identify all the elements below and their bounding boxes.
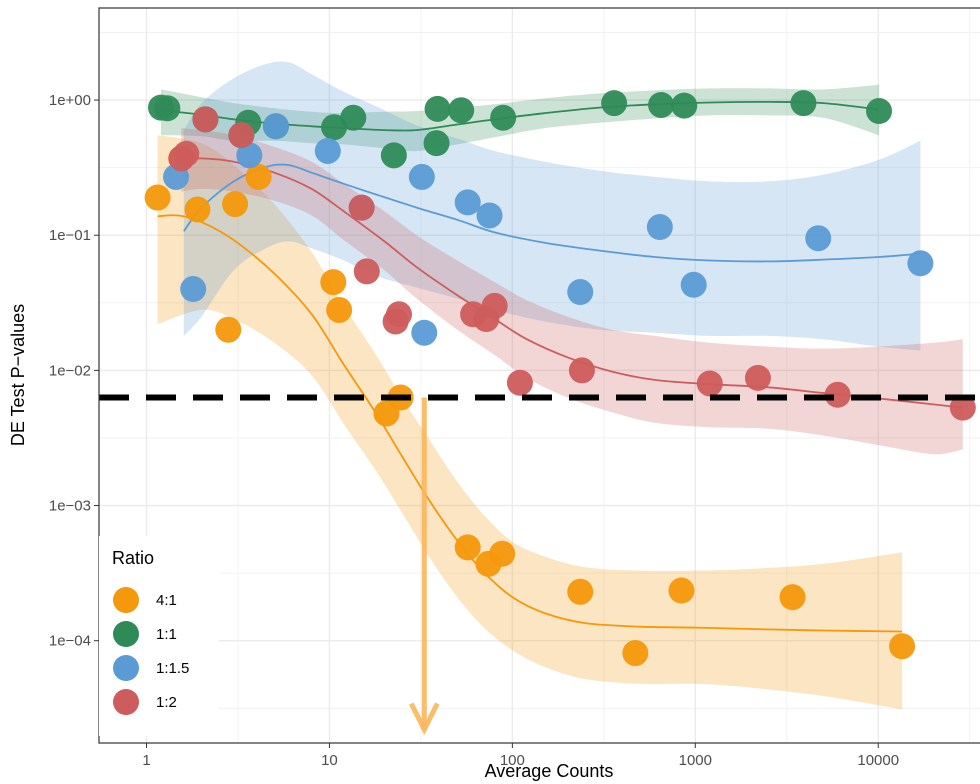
data-point-4-1	[245, 163, 272, 190]
annotation-arrow-head	[409, 702, 440, 736]
data-point-1-2	[949, 394, 976, 421]
confidence-band-1-1-5	[183, 61, 921, 351]
data-point-1-2	[506, 369, 533, 396]
data-point-1-1	[321, 114, 348, 141]
trend-lines	[157, 100, 963, 633]
x-axis-title: Average Counts	[485, 761, 614, 781]
data-point-1-1-5	[805, 225, 832, 252]
y-tick-label: 1e−01	[49, 227, 91, 244]
data-point-4-1	[668, 577, 695, 604]
legend-key	[113, 587, 139, 613]
data-point-1-2	[353, 258, 380, 285]
legend: Ratio 4:1 1:1 1:1.5 1:2	[99, 536, 219, 736]
data-point-1-2	[568, 357, 595, 384]
data-points	[144, 90, 976, 667]
grid-lines	[99, 8, 980, 743]
y-axis-ticks: 1e+00 1e−01 1e−02 1e−03 1e−04	[49, 92, 99, 650]
y-tick-label: 1e+00	[49, 92, 91, 109]
data-point-1-1	[671, 92, 698, 119]
data-point-1-2	[228, 122, 255, 149]
data-point-1-2	[348, 194, 375, 221]
data-point-1-1-5	[180, 276, 207, 303]
data-point-1-1-5	[454, 189, 481, 216]
data-point-1-1	[154, 95, 181, 122]
data-point-1-1	[490, 104, 517, 131]
data-point-4-1	[222, 191, 249, 218]
data-point-4-1	[144, 184, 171, 211]
legend-label: 4:1	[156, 592, 177, 609]
data-point-4-1	[567, 578, 594, 605]
y-tick-label: 1e−03	[49, 498, 91, 515]
data-point-1-1-5	[236, 142, 263, 169]
data-point-1-2	[481, 292, 508, 319]
legend-label: 1:2	[156, 694, 177, 711]
data-point-4-1	[622, 640, 649, 667]
data-point-1-1	[601, 90, 628, 117]
x-tick-label: 1	[142, 752, 150, 769]
legend-key	[113, 689, 139, 715]
data-point-1-1-5	[476, 202, 503, 229]
y-tick-label: 1e−02	[49, 362, 91, 379]
data-point-1-1	[340, 104, 367, 131]
data-point-1-1-5	[680, 271, 707, 298]
trend-line-1-2	[181, 157, 963, 409]
data-point-1-2	[173, 140, 200, 167]
data-point-1-1-5	[408, 163, 435, 190]
data-point-1-1-5	[567, 279, 594, 306]
x-tick-label: 100	[500, 752, 525, 769]
x-axis-ticks: 1 10 100 1000 10000	[142, 743, 899, 769]
data-point-4-1	[320, 269, 347, 296]
data-point-1-2	[744, 364, 771, 391]
data-point-4-1	[215, 316, 242, 343]
data-point-1-1	[424, 95, 451, 122]
data-point-1-1-5	[314, 137, 341, 164]
trend-line-4-1	[157, 214, 903, 633]
data-point-1-2	[696, 370, 723, 397]
data-point-1-1-5	[907, 250, 934, 277]
y-axis-title: DE Test P−values	[8, 304, 28, 446]
x-tick-label: 10000	[857, 752, 899, 769]
data-point-1-1	[423, 130, 450, 157]
x-tick-label: 1000	[679, 752, 712, 769]
data-point-4-1	[184, 196, 211, 223]
legend-key	[113, 655, 139, 681]
y-tick-label: 1e−04	[49, 633, 91, 650]
data-point-1-2	[192, 106, 219, 133]
legend-key	[113, 621, 139, 647]
x-tick-label: 10	[321, 752, 338, 769]
panel-border	[98, 7, 980, 744]
data-point-4-1	[889, 633, 916, 660]
data-point-4-1	[779, 584, 806, 611]
data-point-4-1	[454, 534, 481, 561]
data-point-4-1	[489, 540, 516, 567]
data-point-1-2	[385, 301, 412, 328]
trend-line-1-1	[160, 100, 880, 132]
data-point-1-1-5	[646, 214, 673, 241]
data-point-1-1	[790, 90, 817, 117]
data-point-1-1-5	[262, 113, 289, 140]
legend-items: 4:1 1:1 1:1.5 1:2	[113, 587, 189, 715]
legend-label: 1:1.5	[156, 660, 189, 677]
data-point-1-1-5	[411, 319, 438, 346]
legend-title: Ratio	[112, 548, 154, 568]
data-point-1-1	[448, 97, 475, 124]
data-point-1-1	[380, 142, 407, 169]
threshold-and-arrow	[99, 394, 980, 736]
data-point-1-2	[824, 381, 851, 408]
data-point-4-1	[326, 296, 353, 323]
legend-label: 1:1	[156, 626, 177, 643]
data-point-1-1	[648, 91, 675, 118]
data-point-1-1	[866, 98, 893, 125]
